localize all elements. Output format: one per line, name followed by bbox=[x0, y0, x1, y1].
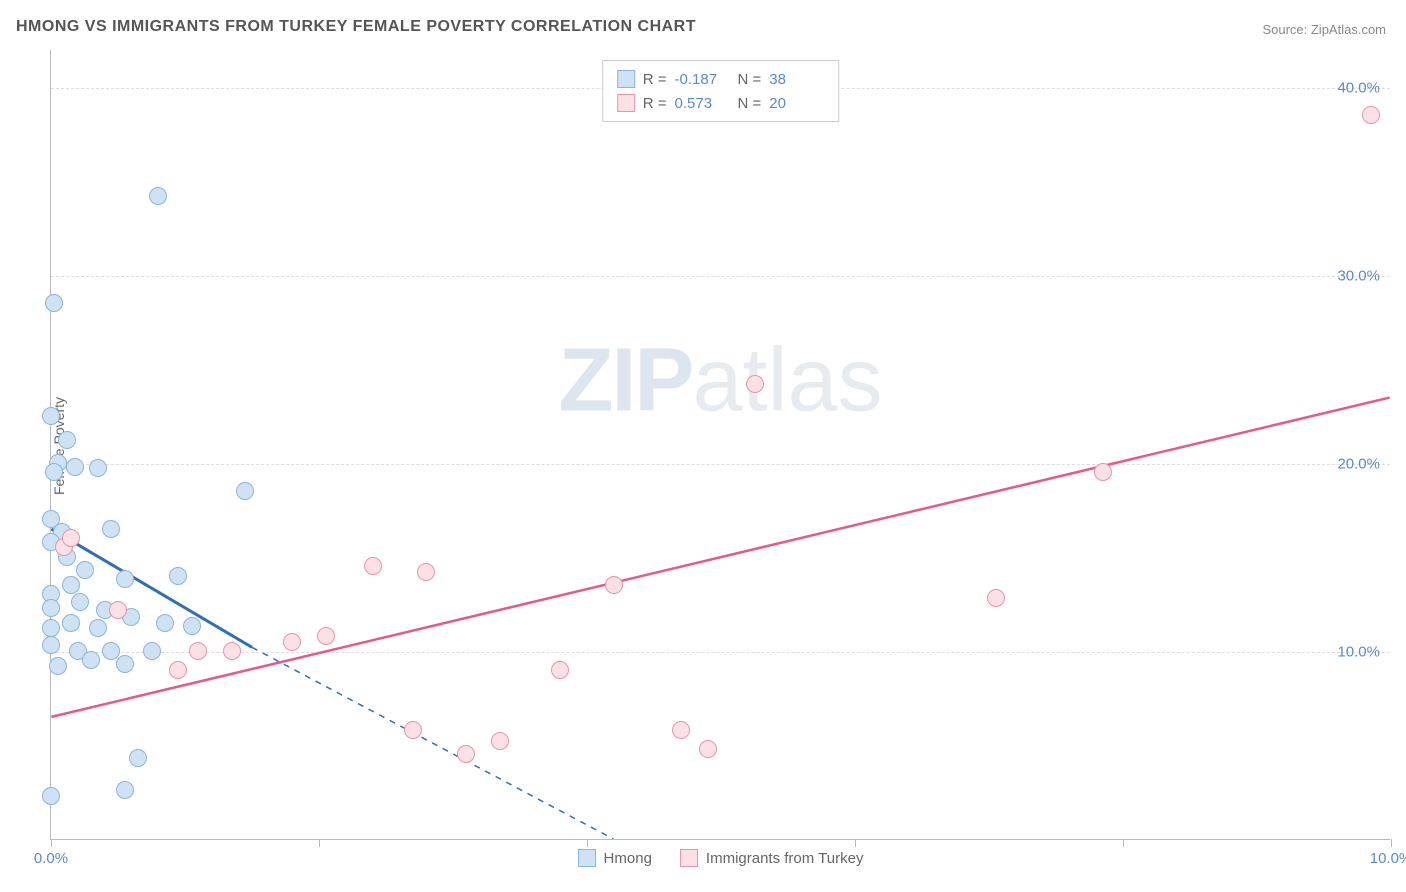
data-point bbox=[183, 617, 201, 635]
data-point bbox=[116, 655, 134, 673]
chart-title: HMONG VS IMMIGRANTS FROM TURKEY FEMALE P… bbox=[16, 18, 696, 36]
legend-label-turkey: Immigrants from Turkey bbox=[706, 850, 864, 867]
data-point bbox=[746, 375, 764, 393]
legend-label-hmong: Hmong bbox=[604, 850, 652, 867]
data-point bbox=[143, 642, 161, 660]
data-point bbox=[169, 661, 187, 679]
data-point bbox=[42, 599, 60, 617]
watermark-zip: ZIP bbox=[558, 331, 692, 431]
legend-swatch-turkey bbox=[617, 94, 635, 112]
data-point bbox=[672, 721, 690, 739]
data-point bbox=[62, 614, 80, 632]
data-point bbox=[364, 557, 382, 575]
data-point bbox=[42, 636, 60, 654]
data-point bbox=[1362, 106, 1380, 124]
data-point bbox=[987, 589, 1005, 607]
data-point bbox=[223, 642, 241, 660]
y-tick-label: 10.0% bbox=[1337, 643, 1380, 660]
data-point bbox=[42, 787, 60, 805]
data-point bbox=[236, 482, 254, 500]
data-point bbox=[417, 563, 435, 581]
plot-area: ZIPatlas 10.0%20.0%30.0%40.0% 0.0%10.0% … bbox=[50, 50, 1390, 840]
watermark-atlas: atlas bbox=[692, 331, 882, 431]
data-point bbox=[71, 593, 89, 611]
legend-n-value-hmong: 38 bbox=[769, 71, 824, 88]
legend-n-label: N = bbox=[738, 95, 762, 112]
y-tick-label: 40.0% bbox=[1337, 79, 1380, 96]
legend-item-turkey: Immigrants from Turkey bbox=[680, 849, 864, 867]
data-point bbox=[89, 459, 107, 477]
data-point bbox=[42, 619, 60, 637]
legend-item-hmong: Hmong bbox=[578, 849, 652, 867]
trend-lines bbox=[51, 50, 1390, 839]
data-point bbox=[605, 576, 623, 594]
legend-row-turkey: R = 0.573 N = 20 bbox=[617, 91, 825, 115]
data-point bbox=[317, 627, 335, 645]
legend-swatch-hmong-bottom bbox=[578, 849, 596, 867]
data-point bbox=[169, 567, 187, 585]
legend-r-value-hmong: -0.187 bbox=[675, 71, 730, 88]
data-point bbox=[62, 529, 80, 547]
data-point bbox=[129, 749, 147, 767]
data-point bbox=[109, 601, 127, 619]
data-point bbox=[283, 633, 301, 651]
legend-r-value-turkey: 0.573 bbox=[675, 95, 730, 112]
data-point bbox=[66, 458, 84, 476]
source-attribution: Source: ZipAtlas.com bbox=[1262, 22, 1386, 37]
data-point bbox=[149, 187, 167, 205]
legend-swatch-turkey-bottom bbox=[680, 849, 698, 867]
data-point bbox=[42, 407, 60, 425]
data-point bbox=[89, 619, 107, 637]
legend-r-label: R = bbox=[643, 95, 667, 112]
data-point bbox=[49, 657, 67, 675]
series-legend: Hmong Immigrants from Turkey bbox=[578, 849, 864, 867]
data-point bbox=[45, 463, 63, 481]
data-point bbox=[156, 614, 174, 632]
data-point bbox=[82, 651, 100, 669]
data-point bbox=[699, 740, 717, 758]
data-point bbox=[58, 431, 76, 449]
data-point bbox=[491, 732, 509, 750]
data-point bbox=[76, 561, 94, 579]
y-tick-label: 20.0% bbox=[1337, 455, 1380, 472]
data-point bbox=[45, 294, 63, 312]
correlation-legend: R = -0.187 N = 38 R = 0.573 N = 20 bbox=[602, 60, 840, 122]
legend-r-label: R = bbox=[643, 71, 667, 88]
data-point bbox=[189, 642, 207, 660]
legend-row-hmong: R = -0.187 N = 38 bbox=[617, 67, 825, 91]
data-point bbox=[116, 781, 134, 799]
y-tick-label: 30.0% bbox=[1337, 267, 1380, 284]
data-point bbox=[404, 721, 422, 739]
data-point bbox=[457, 745, 475, 763]
x-tick-label: 10.0% bbox=[1370, 850, 1406, 867]
data-point bbox=[62, 576, 80, 594]
x-tick-label: 0.0% bbox=[34, 850, 68, 867]
data-point bbox=[1094, 463, 1112, 481]
legend-n-label: N = bbox=[738, 71, 762, 88]
legend-n-value-turkey: 20 bbox=[769, 95, 824, 112]
watermark: ZIPatlas bbox=[558, 330, 882, 433]
data-point bbox=[116, 570, 134, 588]
legend-swatch-hmong bbox=[617, 70, 635, 88]
data-point bbox=[102, 520, 120, 538]
data-point bbox=[551, 661, 569, 679]
